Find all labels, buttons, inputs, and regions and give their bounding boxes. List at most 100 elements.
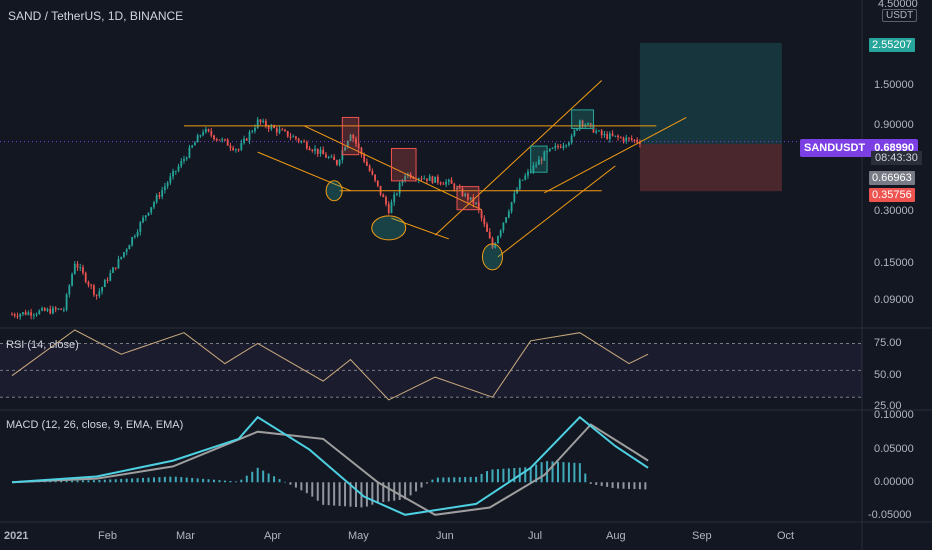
candle-body bbox=[174, 170, 177, 172]
pivot-box bbox=[530, 145, 548, 173]
time-axis-label: Apr bbox=[264, 530, 282, 542]
candle-body bbox=[210, 131, 213, 136]
macd-histogram-bar bbox=[589, 482, 592, 484]
candle-body bbox=[142, 217, 144, 223]
candle-body bbox=[76, 263, 79, 268]
stop-price-tag: 0.35756 bbox=[869, 188, 915, 202]
candle-body bbox=[16, 315, 19, 317]
falling-channel-lower bbox=[257, 151, 351, 192]
macd-histogram-bar bbox=[316, 482, 319, 501]
candle-body bbox=[136, 231, 139, 236]
candle-body bbox=[548, 148, 551, 152]
macd-histogram-bar bbox=[398, 482, 401, 500]
candle-body bbox=[639, 142, 641, 144]
macd-histogram-bar bbox=[273, 476, 276, 483]
candle-body bbox=[289, 136, 292, 138]
macd-histogram-bar bbox=[234, 481, 237, 483]
candle-body bbox=[376, 180, 379, 186]
macd-histogram-bar bbox=[617, 482, 620, 489]
macd-histogram-bar bbox=[54, 481, 57, 483]
candle-body bbox=[360, 147, 363, 155]
macd-histogram-bar bbox=[98, 479, 101, 483]
candle-body bbox=[393, 194, 396, 203]
loss-zone bbox=[639, 143, 782, 192]
macd-histogram-bar bbox=[480, 473, 483, 483]
candle-body bbox=[19, 314, 22, 317]
candle-body bbox=[286, 130, 289, 137]
candle-body bbox=[90, 284, 93, 286]
candle-body bbox=[622, 137, 625, 142]
candle-body bbox=[368, 165, 371, 172]
macd-histogram-bar bbox=[496, 469, 499, 483]
candle-body bbox=[144, 215, 147, 218]
macd-histogram-bar bbox=[278, 479, 281, 483]
candle-body bbox=[469, 197, 472, 200]
macd-histogram-bar bbox=[338, 482, 341, 506]
macd-histogram-bar bbox=[464, 477, 467, 483]
candle-body bbox=[352, 135, 355, 139]
time-axis-label: Mar bbox=[176, 530, 195, 542]
candle-body bbox=[442, 183, 445, 185]
time-axis-label: Jul bbox=[528, 530, 543, 542]
rsi-band bbox=[0, 343, 862, 398]
candle-body bbox=[551, 147, 554, 149]
candle-body bbox=[284, 129, 286, 131]
candle-body bbox=[608, 133, 611, 139]
macd-histogram-bar bbox=[333, 482, 336, 506]
candle-body bbox=[278, 129, 281, 133]
candle-body bbox=[480, 210, 483, 219]
price-axis-label: 0.90000 bbox=[874, 119, 914, 131]
time-axis-label: 2021 bbox=[4, 530, 29, 542]
candle-body bbox=[472, 197, 475, 204]
candle-body bbox=[213, 135, 215, 140]
candle-body bbox=[619, 137, 622, 139]
candle-body bbox=[568, 142, 570, 146]
candle-body bbox=[401, 180, 404, 184]
candle-body bbox=[275, 127, 278, 133]
candle-body bbox=[292, 136, 295, 138]
macd-histogram-bar bbox=[213, 479, 216, 483]
macd-histogram-bar bbox=[240, 479, 243, 483]
candle-body bbox=[57, 308, 60, 310]
macd-axis-label: 0.00000 bbox=[874, 476, 914, 488]
candle-body bbox=[494, 243, 497, 248]
macd-histogram-bar bbox=[578, 463, 581, 483]
macd-histogram-bar bbox=[344, 482, 347, 507]
candle-body bbox=[338, 159, 341, 165]
currency-unit[interactable]: USDT bbox=[882, 9, 918, 22]
macd-histogram-bar bbox=[507, 468, 510, 483]
candle-body bbox=[128, 245, 131, 250]
macd-histogram-bar bbox=[524, 467, 527, 483]
macd-histogram-bar bbox=[114, 479, 117, 483]
symbol-title[interactable]: SAND / TetherUS, 1D, BINANCE bbox=[8, 9, 184, 23]
candle-body bbox=[524, 175, 527, 180]
macd-histogram-bar bbox=[267, 473, 270, 483]
macd-histogram-bar bbox=[354, 482, 357, 508]
macd-histogram-bar bbox=[529, 466, 532, 483]
candle-body bbox=[527, 171, 529, 176]
candle-body bbox=[486, 224, 488, 232]
macd-histogram-bar bbox=[584, 473, 587, 483]
candle-body bbox=[502, 222, 505, 231]
macd-histogram-bar bbox=[103, 479, 106, 483]
macd-legend[interactable]: MACD (12, 26, close, 9, EMA, EMA) bbox=[6, 419, 184, 431]
candle-body bbox=[202, 132, 204, 136]
candle-body bbox=[32, 314, 35, 316]
candle-body bbox=[133, 235, 136, 238]
candle-body bbox=[163, 186, 166, 191]
candle-body bbox=[161, 190, 164, 197]
candle-body bbox=[554, 145, 557, 148]
macd-histogram-bar bbox=[442, 477, 445, 483]
candle-body bbox=[71, 274, 73, 286]
candle-body bbox=[125, 249, 128, 253]
macd-histogram-bar bbox=[180, 477, 183, 483]
macd-histogram-bar bbox=[289, 482, 292, 485]
rsi-legend[interactable]: RSI (14, close) bbox=[6, 339, 79, 351]
entry-price-tag: 0.66963 bbox=[869, 171, 915, 185]
candle-body bbox=[98, 291, 101, 296]
price-axis-label: 0.15000 bbox=[874, 257, 914, 269]
macd-histogram-bar bbox=[65, 480, 68, 483]
macd-histogram-bar bbox=[147, 477, 150, 483]
macd-histogram-bar bbox=[251, 471, 254, 483]
